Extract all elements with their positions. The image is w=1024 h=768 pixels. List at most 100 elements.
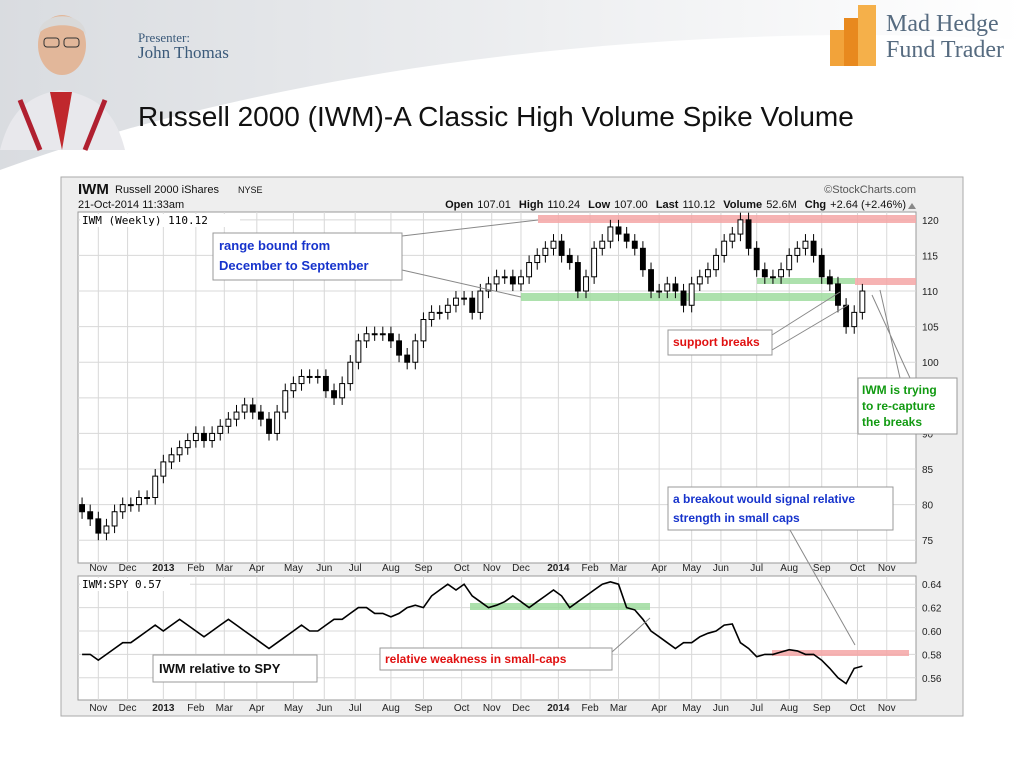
x-tick-label: Nov (878, 703, 896, 714)
x-tick-label: May (284, 563, 303, 574)
candle-body (721, 240, 728, 256)
x-tick-label: Jul (349, 563, 362, 574)
annotation: relative weakness in small-caps (385, 652, 567, 666)
candle-body (396, 340, 402, 356)
annotation-box (667, 486, 894, 531)
y-tick-label: 105 (922, 323, 939, 334)
candle-body (826, 276, 833, 285)
quote-label: Chg (805, 199, 826, 211)
quote-label: Last (656, 199, 679, 211)
grid: 7580859095100105110115120NovDec2013FebMa… (78, 212, 942, 714)
candle-body (493, 276, 500, 285)
x-tick-label: May (682, 703, 701, 714)
candle-body (526, 262, 533, 278)
candle-body (501, 276, 508, 279)
candle-body (770, 276, 776, 279)
quote-label: Volume (723, 199, 762, 211)
x-tick-label: Dec (119, 563, 137, 574)
presenter-photo (0, 15, 125, 151)
quote-value: 107.00 (614, 199, 648, 211)
x-tick-label: Nov (483, 703, 501, 714)
candle-body (249, 404, 256, 413)
candle-body (786, 254, 793, 271)
candle-body (851, 311, 858, 328)
candle-body (778, 269, 785, 278)
candle-body (111, 511, 118, 527)
x-tick-label: Sep (415, 563, 433, 574)
x-tick-label: Oct (454, 563, 470, 574)
candle-body (144, 496, 151, 499)
x-tick-label: Nov (878, 563, 896, 574)
candle-body (672, 283, 679, 292)
quote-label: Open (445, 199, 473, 211)
pointer-lines (401, 219, 911, 653)
candle-body (322, 375, 329, 392)
candle-body (282, 390, 289, 413)
candle-body (266, 418, 272, 434)
quote-value: 110.12 (682, 199, 715, 211)
x-tick-label: Feb (581, 563, 599, 574)
x-tick-label: Sep (813, 703, 831, 714)
candle-body (550, 240, 557, 249)
x-tick-label: Feb (581, 703, 599, 714)
x-tick-label: 2014 (547, 563, 570, 574)
candle-body (729, 233, 736, 242)
annotation-box (152, 654, 318, 683)
logo-text: Mad Hedge (886, 11, 999, 37)
candle-body (201, 432, 207, 442)
annotation-box (212, 232, 403, 281)
x-tick-label: Sep (415, 703, 433, 714)
candle-body (591, 247, 598, 278)
candle-body (485, 283, 492, 292)
x-tick-label: May (284, 703, 303, 714)
x-tick-label: Apr (249, 703, 265, 714)
x-tick-label: Apr (651, 703, 667, 714)
candle-body (87, 511, 94, 520)
y-tick-label: 110 (922, 287, 938, 298)
candle-body (843, 304, 850, 328)
x-tick-label: Aug (780, 703, 798, 714)
x-tick-label: Nov (89, 703, 107, 714)
x-tick-label: Nov (89, 563, 107, 574)
collapse-icon (908, 203, 916, 209)
candle-body (379, 333, 386, 336)
annotation: IWM relative to SPY (159, 661, 281, 676)
candle-body (184, 440, 191, 449)
candle-body (859, 290, 866, 313)
slide-title: Russell 2000 (IWM)-A Classic High Volume… (138, 101, 854, 132)
y-tick-label: 90 (922, 429, 934, 440)
candle-body (761, 269, 768, 278)
candle-body (794, 247, 801, 256)
candle-body (274, 411, 281, 434)
x-tick-label: 2013 (152, 703, 175, 714)
annotations: range bound from December to September s… (152, 219, 958, 683)
x-tick-label: Oct (850, 703, 866, 714)
logo-text: Fund Trader (886, 37, 1004, 63)
x-tick-label: Jul (750, 563, 763, 574)
x-tick-label: Feb (187, 703, 205, 714)
legend: IWM:SPY 0.57 (82, 578, 161, 591)
x-tick-label: Jun (713, 703, 729, 714)
candle-body (298, 375, 305, 385)
x-tick-label: Jun (713, 563, 729, 574)
x-tick-label: Aug (780, 563, 798, 574)
candle-body (810, 240, 817, 256)
candle-body (404, 354, 411, 363)
quote-value: 52.6M (766, 199, 797, 211)
candle-body (355, 340, 362, 363)
y-tick-label: 0.60 (922, 627, 942, 638)
annotation: range bound from (219, 238, 330, 253)
candle-body (534, 254, 541, 264)
annotation: to re-capture (862, 399, 936, 413)
candle-body (363, 333, 370, 342)
candle-body (461, 297, 468, 300)
candle-body (631, 240, 638, 249)
annotation-box (379, 647, 613, 671)
x-tick-label: Jun (316, 703, 332, 714)
y-tick-label: 115 (922, 251, 938, 262)
x-tick-label: Jul (349, 703, 362, 714)
symbol-name: Russell 2000 iShares (115, 184, 219, 196)
y-tick-label: 0.58 (922, 650, 942, 661)
candle-body (639, 247, 646, 271)
